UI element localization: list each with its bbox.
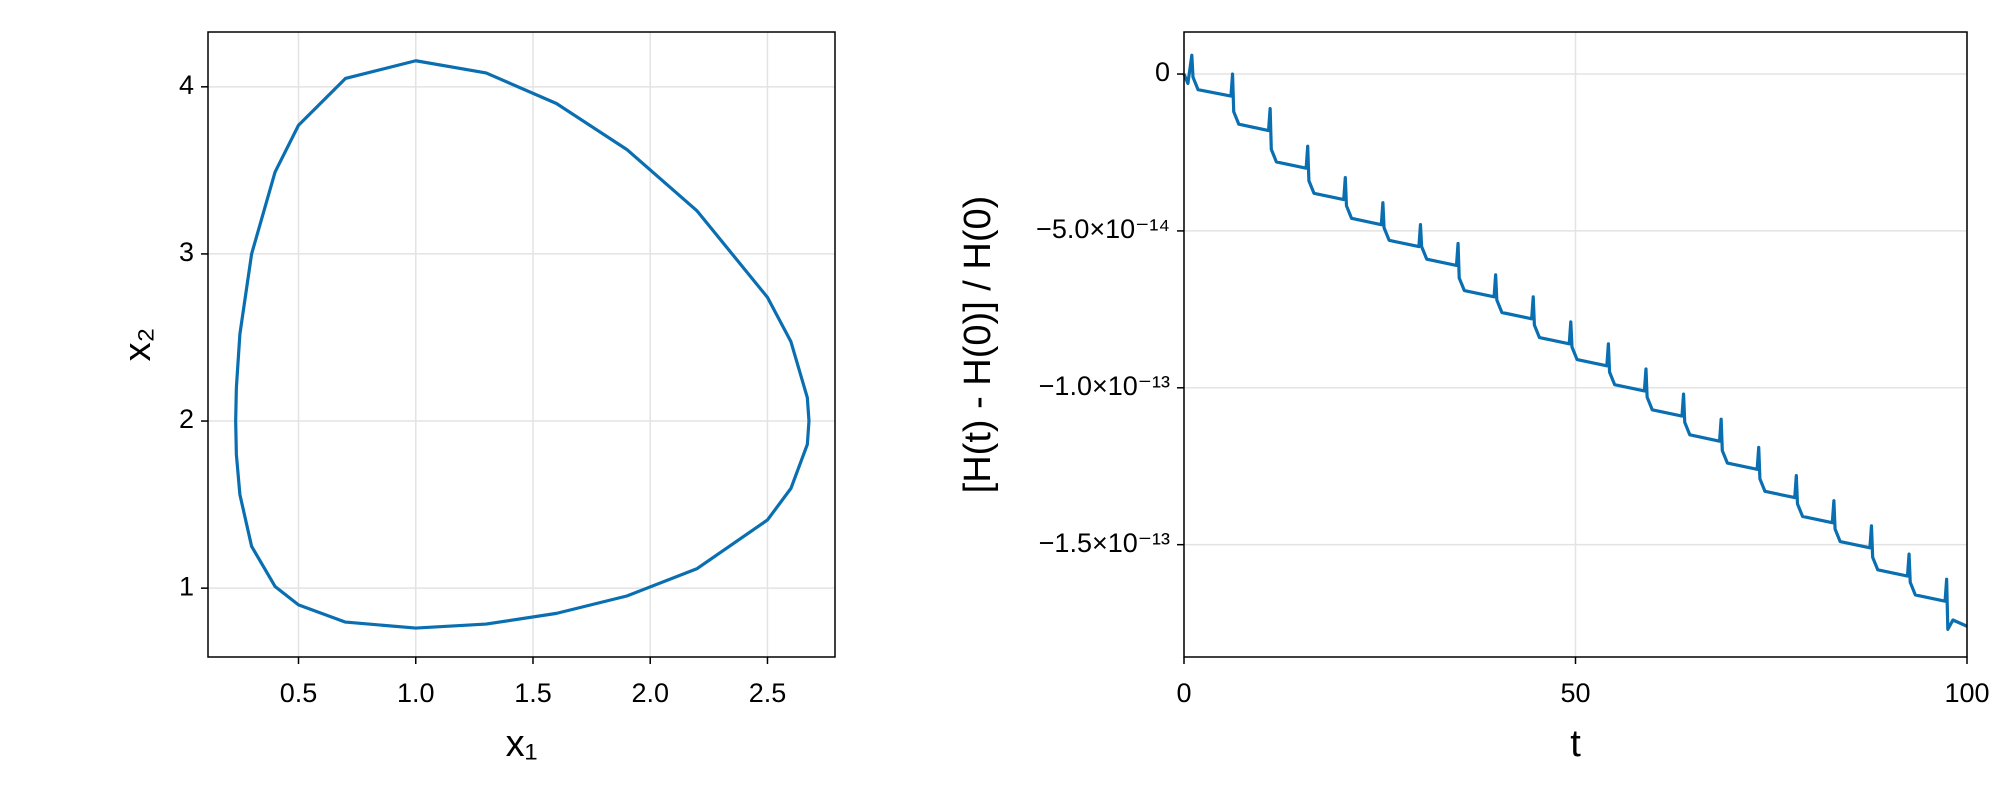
x-tick-label: 50	[1560, 678, 1590, 708]
y-tick-label: 4	[179, 70, 194, 100]
y-axis-label: x₂	[117, 328, 159, 362]
y-tick-label: −1.0×10⁻¹³	[1039, 371, 1170, 401]
y-tick-label: −5.0×10⁻¹⁴	[1036, 214, 1170, 244]
data-line	[234, 59, 811, 630]
x-tick-label: 2.0	[631, 678, 669, 708]
x-axis-label: x₁	[506, 723, 538, 765]
y-tick-label: −1.5×10⁻¹³	[1039, 528, 1170, 558]
x-tick-label: 0.5	[280, 678, 318, 708]
y-tick-label: 2	[179, 404, 194, 434]
x-tick-label: 1.0	[397, 678, 435, 708]
plot-frame	[207, 31, 836, 658]
y-tick-label: 1	[179, 571, 194, 601]
plot-frame	[1183, 31, 1968, 658]
x-tick-label: 100	[1944, 678, 1989, 708]
y-tick-label: 3	[179, 237, 194, 267]
x-tick-label: 0	[1176, 678, 1191, 708]
y-axis-label: [H(t) - H(0)] / H(0)	[957, 196, 999, 494]
x-axis-label: t	[1570, 723, 1581, 765]
y-tick-label: 0	[1155, 57, 1170, 87]
x-tick-label: 1.5	[514, 678, 552, 708]
x-tick-label: 2.5	[749, 678, 787, 708]
data-line	[1182, 53, 1968, 631]
